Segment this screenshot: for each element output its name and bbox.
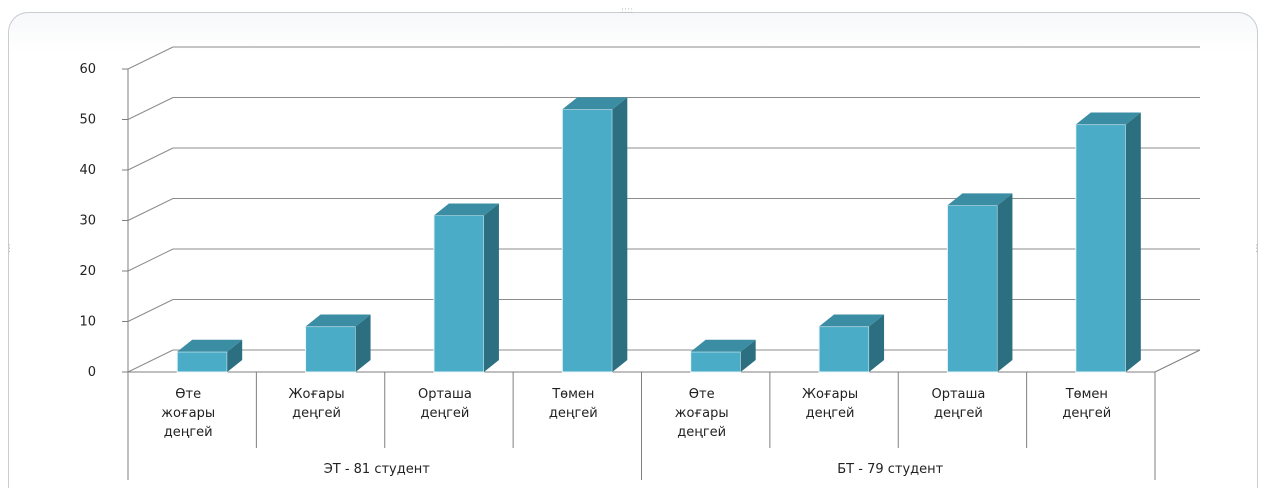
category-label: Төмен деңгей	[1062, 387, 1111, 421]
bar-top	[177, 339, 243, 352]
resize-handle-top[interactable]: ::::	[621, 6, 634, 16]
bar-front[interactable]	[946, 204, 998, 373]
bar-side	[227, 339, 243, 372]
category-label: Өте жоғары деңгей	[161, 387, 215, 440]
category-label: Жоғары деңгей	[802, 387, 858, 421]
gridline-diagonal	[127, 349, 174, 373]
y-tick-label: 0	[88, 365, 96, 380]
bar-side	[612, 97, 628, 373]
group-label: ЭТ - 81 студент	[324, 462, 431, 477]
y-tick-label: 30	[79, 214, 96, 229]
bar-front[interactable]	[1075, 124, 1127, 373]
bar-front[interactable]	[305, 326, 357, 373]
gridline-diagonal	[127, 97, 174, 120]
category-label: Орташа деңгей	[418, 387, 472, 421]
category-label: Төмен деңгей	[549, 387, 598, 421]
bar-side	[869, 314, 885, 372]
chart-frame: :::: ⋮ ⋮	[5, 7, 1261, 488]
bar-top	[562, 97, 628, 110]
y-tick-label: 50	[79, 113, 96, 128]
bar-front[interactable]	[818, 326, 870, 373]
y-tick-label: 10	[79, 315, 96, 330]
bar-side	[1125, 112, 1141, 373]
category-label: Жоғары деңгей	[289, 387, 345, 421]
gridline-diagonal	[127, 299, 174, 322]
bar-side	[483, 203, 499, 372]
category-label: Өте жоғары деңгей	[675, 387, 729, 440]
bar-top	[1075, 112, 1141, 125]
bar-front[interactable]	[433, 214, 485, 373]
resize-handle-right[interactable]: ⋮	[1252, 244, 1261, 254]
bar-top	[819, 314, 885, 327]
gridline-diagonal	[127, 147, 174, 171]
y-tick-label: 60	[79, 62, 96, 77]
bar-side	[997, 193, 1013, 372]
category-label: Орташа деңгей	[931, 387, 985, 421]
y-tick-label: 20	[79, 264, 96, 279]
bar-front[interactable]	[690, 351, 742, 373]
gridline-diagonal	[127, 46, 174, 70]
bar-front[interactable]	[561, 108, 613, 373]
y-tick-label: 40	[79, 163, 96, 178]
bar-top	[433, 203, 499, 216]
gridline-diagonal	[127, 248, 174, 272]
bar-top	[305, 314, 371, 327]
bar-side	[740, 339, 756, 372]
resize-handle-left[interactable]: ⋮	[5, 244, 14, 254]
bar-top	[690, 339, 756, 352]
bar-side	[355, 314, 371, 372]
x-axis-floor-edge	[1154, 349, 1201, 373]
group-label: БТ - 79 студент	[837, 462, 943, 477]
gridline-diagonal	[127, 198, 174, 221]
bar-front[interactable]	[176, 351, 228, 373]
bar-top	[947, 193, 1013, 206]
